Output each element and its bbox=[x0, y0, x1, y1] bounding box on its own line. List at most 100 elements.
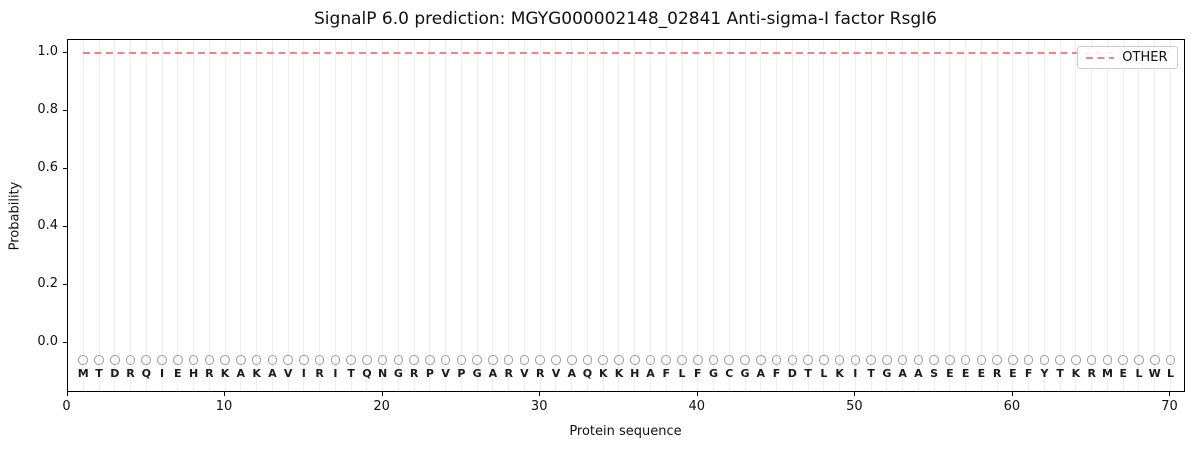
residue-gridline bbox=[965, 40, 967, 391]
residue-gridline bbox=[886, 40, 888, 391]
residue-marker-circle bbox=[535, 355, 545, 365]
x-axis-label: Protein sequence bbox=[569, 424, 682, 439]
residue-letter: C bbox=[725, 366, 734, 380]
residue-gridline bbox=[445, 40, 447, 391]
residue-letter: H bbox=[630, 366, 640, 380]
residue-marker-circle bbox=[78, 355, 89, 365]
residue-marker-circle bbox=[1055, 355, 1065, 365]
residue-marker-circle bbox=[708, 355, 719, 365]
residue-gridline bbox=[382, 40, 384, 391]
residue-letter: G bbox=[740, 366, 750, 380]
residue-marker-circle bbox=[913, 355, 924, 365]
residue-marker-circle bbox=[929, 355, 939, 365]
residue-marker-circle bbox=[692, 355, 703, 365]
y-tick-mark bbox=[62, 225, 67, 227]
residue-gridline bbox=[807, 40, 809, 391]
x-tick-label: 50 bbox=[846, 399, 863, 414]
residue-marker-circle bbox=[125, 355, 136, 365]
residue-letter: M bbox=[77, 366, 89, 380]
residue-gridline bbox=[413, 40, 415, 391]
residue-gridline bbox=[240, 40, 242, 391]
residue-gridline bbox=[271, 40, 273, 391]
y-tick-label: 0.2 bbox=[37, 275, 58, 291]
residue-marker-circle bbox=[724, 355, 735, 365]
residue-marker-circle bbox=[945, 355, 955, 365]
residue-letter: L bbox=[678, 366, 686, 380]
residue-marker-circle bbox=[1165, 355, 1176, 365]
residue-gridline bbox=[650, 40, 651, 391]
residue-letter: F bbox=[772, 366, 781, 380]
residue-marker-circle bbox=[992, 355, 1002, 365]
residue-marker-circle bbox=[519, 355, 530, 365]
residue-marker-circle bbox=[236, 355, 246, 365]
residue-letter: R bbox=[1087, 366, 1096, 380]
y-axis-label: Probability bbox=[7, 181, 23, 251]
residue-gridline bbox=[1059, 40, 1061, 391]
residue-gridline bbox=[760, 40, 762, 391]
residue-gridline bbox=[98, 40, 100, 391]
residue-letter: V bbox=[551, 366, 561, 380]
residue-marker-circle bbox=[314, 355, 325, 365]
residue-marker-circle bbox=[393, 355, 404, 365]
residue-marker-circle bbox=[204, 355, 215, 365]
residue-letter: K bbox=[220, 366, 230, 380]
residue-letter: I bbox=[853, 366, 858, 380]
residue-gridline bbox=[1043, 40, 1045, 391]
residue-letter: K bbox=[598, 366, 608, 380]
residue-gridline bbox=[523, 40, 525, 391]
y-tick-label: 0.8 bbox=[37, 101, 58, 117]
x-tick-mark bbox=[381, 392, 383, 396]
residue-marker-circle bbox=[283, 355, 293, 365]
residue-gridline bbox=[1122, 40, 1124, 391]
residue-gridline bbox=[776, 40, 778, 391]
y-tick-mark bbox=[62, 109, 67, 111]
residue-gridline bbox=[586, 40, 588, 391]
residue-marker-circle bbox=[251, 355, 262, 365]
residue-marker-circle bbox=[551, 355, 561, 365]
residue-gridline bbox=[303, 40, 305, 391]
residue-gridline bbox=[697, 40, 699, 391]
residue-letter: D bbox=[787, 366, 797, 380]
residue-gridline bbox=[319, 40, 321, 391]
residue-letter: Q bbox=[362, 366, 372, 380]
residue-letter: R bbox=[205, 366, 214, 380]
residue-letter: R bbox=[126, 366, 135, 380]
residue-letter: R bbox=[409, 366, 419, 380]
residue-letter: P bbox=[457, 366, 466, 380]
residue-gridline bbox=[744, 40, 746, 391]
residue-letter: E bbox=[977, 366, 986, 380]
residue-letter: W bbox=[1148, 366, 1161, 380]
x-tick-label: 0 bbox=[62, 399, 71, 414]
residue-gridline bbox=[870, 40, 872, 391]
residue-marker-circle bbox=[1134, 355, 1144, 365]
residue-marker-circle bbox=[1118, 355, 1128, 365]
residue-letter: T bbox=[804, 366, 812, 380]
residue-letter: T bbox=[1056, 366, 1064, 380]
residue-marker-circle bbox=[488, 355, 498, 365]
residue-gridline bbox=[1075, 40, 1077, 391]
residue-letter: A bbox=[914, 366, 923, 380]
residue-marker-circle bbox=[267, 355, 278, 365]
residue-marker-circle bbox=[1023, 355, 1034, 365]
residue-gridline bbox=[996, 40, 998, 391]
residue-marker-circle bbox=[172, 355, 183, 365]
residue-letter: G bbox=[472, 366, 482, 380]
residue-gridline bbox=[791, 40, 793, 391]
residue-gridline bbox=[145, 40, 147, 391]
residue-marker-circle bbox=[1071, 355, 1081, 365]
residue-marker-circle bbox=[1149, 355, 1160, 365]
y-tick-mark bbox=[62, 167, 67, 169]
residue-gridline bbox=[82, 40, 84, 391]
residue-marker-circle bbox=[330, 355, 341, 365]
residue-gridline bbox=[492, 40, 494, 391]
residue-gridline bbox=[728, 40, 730, 391]
x-tick-label: 70 bbox=[1161, 399, 1178, 414]
residue-gridline bbox=[665, 40, 667, 391]
x-tick-mark bbox=[696, 392, 698, 396]
residue-marker-circle bbox=[582, 355, 593, 365]
residue-letter: Q bbox=[582, 366, 593, 380]
residue-gridline bbox=[1154, 40, 1156, 391]
residue-marker-circle bbox=[1039, 355, 1050, 365]
residue-letter: A bbox=[567, 366, 576, 380]
